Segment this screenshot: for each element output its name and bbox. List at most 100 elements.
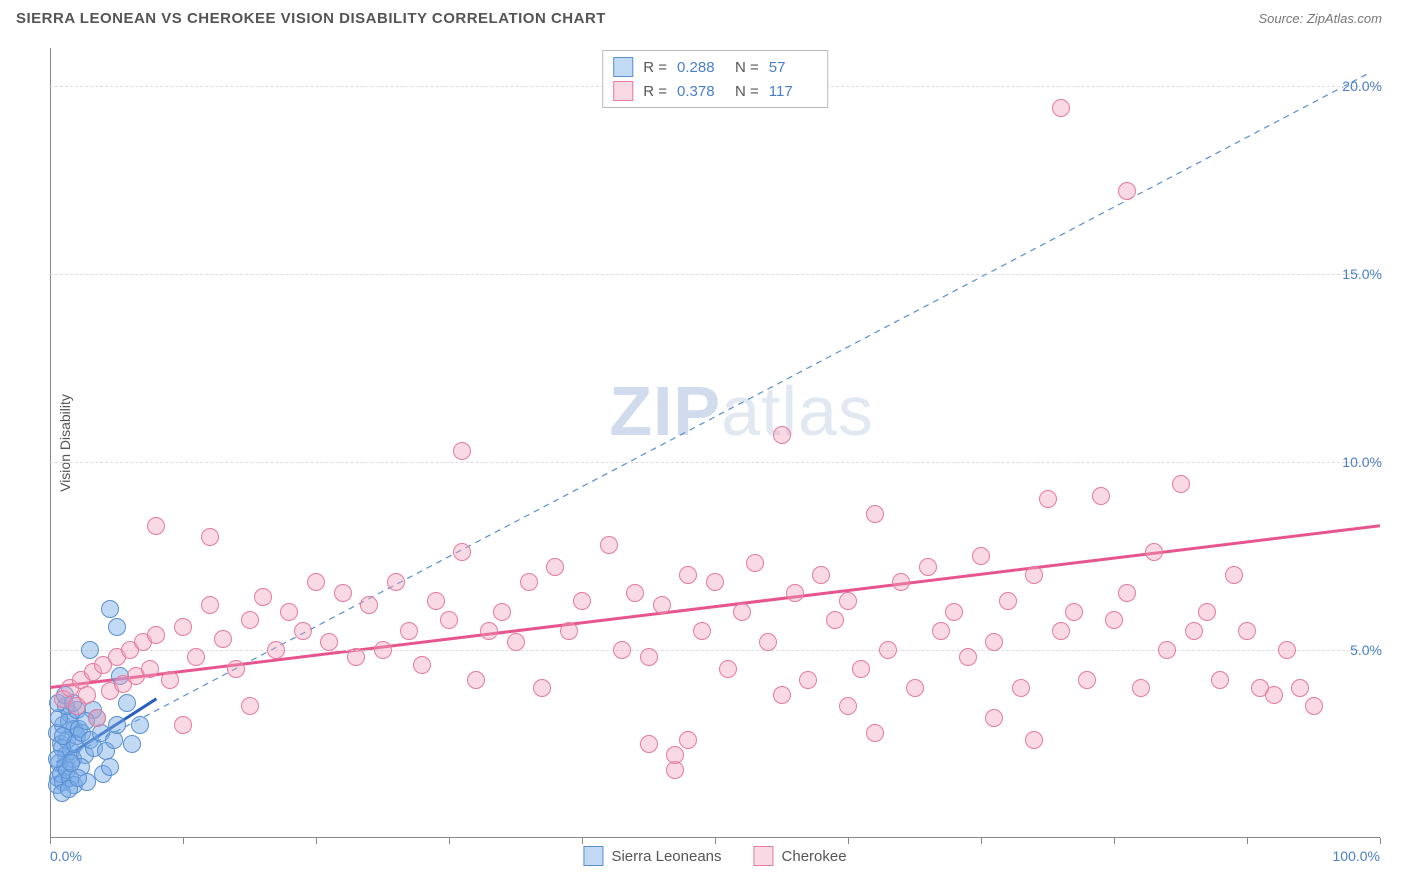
data-point	[866, 505, 884, 523]
x-tick	[715, 838, 716, 844]
data-point	[147, 517, 165, 535]
data-point	[1185, 622, 1203, 640]
data-point	[280, 603, 298, 621]
source-attribution: Source: ZipAtlas.com	[1258, 11, 1382, 26]
data-point	[294, 622, 312, 640]
trend-lines-svg	[50, 48, 1380, 838]
y-tick-label: 20.0%	[1342, 78, 1382, 94]
data-point	[1052, 99, 1070, 117]
data-point	[1092, 487, 1110, 505]
data-point	[227, 660, 245, 678]
data-point	[1065, 603, 1083, 621]
n-value: 117	[769, 83, 817, 100]
x-tick-label: 0.0%	[50, 848, 82, 864]
data-point	[626, 584, 644, 602]
data-point	[919, 558, 937, 576]
data-point	[666, 746, 684, 764]
legend-swatch	[583, 846, 603, 866]
data-point	[945, 603, 963, 621]
data-point	[241, 611, 259, 629]
n-label: N =	[735, 83, 759, 100]
data-point	[839, 592, 857, 610]
legend-item: Sierra Leoneans	[583, 846, 721, 866]
data-point	[334, 584, 352, 602]
data-point	[799, 671, 817, 689]
data-point	[161, 671, 179, 689]
y-tick-label: 5.0%	[1350, 642, 1382, 658]
data-point	[62, 754, 80, 772]
data-point	[640, 735, 658, 753]
data-point	[201, 596, 219, 614]
data-point	[1238, 622, 1256, 640]
data-point	[1105, 611, 1123, 629]
data-point	[320, 633, 338, 651]
legend-swatch	[613, 57, 633, 77]
x-tick	[50, 838, 51, 844]
data-point	[640, 648, 658, 666]
data-point	[759, 633, 777, 651]
data-point	[1172, 475, 1190, 493]
data-point	[147, 626, 165, 644]
data-point	[866, 724, 884, 742]
data-point	[118, 694, 136, 712]
data-point	[959, 648, 977, 666]
data-point	[413, 656, 431, 674]
data-point	[653, 596, 671, 614]
data-point	[719, 660, 737, 678]
data-point	[1145, 543, 1163, 561]
legend-item: Cherokee	[754, 846, 847, 866]
y-tick-label: 15.0%	[1342, 266, 1382, 282]
x-tick	[1114, 838, 1115, 844]
data-point	[174, 618, 192, 636]
data-point	[906, 679, 924, 697]
legend-label: Sierra Leoneans	[611, 848, 721, 865]
r-value: 0.378	[677, 83, 725, 100]
data-point	[1052, 622, 1070, 640]
data-point	[108, 716, 126, 734]
data-point	[693, 622, 711, 640]
x-tick	[1380, 838, 1381, 844]
data-point	[533, 679, 551, 697]
y-tick-label: 10.0%	[1342, 454, 1382, 470]
data-point	[733, 603, 751, 621]
x-tick-label: 100.0%	[1333, 848, 1380, 864]
data-point	[1118, 182, 1136, 200]
data-point	[1211, 671, 1229, 689]
data-point	[1198, 603, 1216, 621]
correlation-legend: R =0.288N =57R = 0.378 N = 117	[602, 50, 828, 108]
data-point	[387, 573, 405, 591]
data-point	[786, 584, 804, 602]
data-point	[839, 697, 857, 715]
data-point	[972, 547, 990, 565]
x-tick	[449, 838, 450, 844]
data-point	[374, 641, 392, 659]
x-tick	[316, 838, 317, 844]
data-point	[520, 573, 538, 591]
series-legend: Sierra Leoneans Cherokee	[583, 846, 846, 866]
data-point	[1078, 671, 1096, 689]
data-point	[746, 554, 764, 572]
data-point	[440, 611, 458, 629]
data-point	[347, 648, 365, 666]
data-point	[493, 603, 511, 621]
legend-swatch	[613, 81, 633, 101]
data-point	[467, 671, 485, 689]
data-point	[141, 660, 159, 678]
data-point	[453, 442, 471, 460]
watermark: ZIPatlas	[609, 371, 874, 451]
data-point	[400, 622, 418, 640]
grid-line	[50, 650, 1380, 651]
x-tick	[848, 838, 849, 844]
data-point	[78, 686, 96, 704]
data-point	[1225, 566, 1243, 584]
data-point	[214, 630, 232, 648]
r-label: R =	[643, 59, 667, 76]
data-point	[679, 566, 697, 584]
data-point	[307, 573, 325, 591]
legend-row: R =0.288N =57	[613, 55, 817, 79]
data-point	[101, 600, 119, 618]
data-point	[1265, 686, 1283, 704]
data-point	[1025, 566, 1043, 584]
legend-swatch	[754, 846, 774, 866]
data-point	[131, 716, 149, 734]
